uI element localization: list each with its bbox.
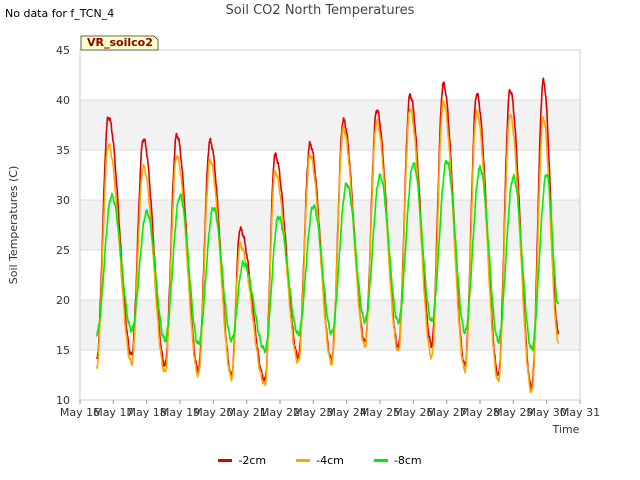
- x-tick-label: May 17: [93, 406, 133, 419]
- y-tick-label: 15: [56, 344, 70, 357]
- y-axis-ticks: 10 15 20 25 30 35 40 45: [56, 44, 70, 407]
- y-tick-label: 45: [56, 44, 70, 57]
- band-35-40: [80, 100, 580, 150]
- series-line-minus-8cm: [95, 159, 560, 354]
- x-tick-label: May 31: [560, 406, 600, 419]
- background-bands: [80, 50, 580, 400]
- band-15-20: [80, 300, 580, 350]
- x-tick-label: May 24: [327, 406, 367, 419]
- x-tick-label: May 26: [393, 406, 433, 419]
- x-tick-label: May 28: [460, 406, 500, 419]
- legend-item-4cm: -4cm: [296, 454, 344, 467]
- y-tick-label: 10: [56, 394, 70, 407]
- x-tick-label: May 22: [260, 406, 300, 419]
- legend-item-8cm: -8cm: [373, 454, 422, 467]
- band-20-25: [80, 250, 580, 300]
- series-lines: [95, 77, 560, 394]
- y-axis-title: Soil Temperatures (C): [7, 166, 20, 285]
- site-badge: VR_soilco2: [80, 35, 159, 51]
- legend-item-2cm: -2cm: [218, 454, 266, 467]
- y-tick-label: 40: [56, 94, 70, 107]
- series-line-minus-4cm: [95, 100, 560, 394]
- x-tick-label: May 30: [527, 406, 567, 419]
- y-tick-label: 35: [56, 144, 70, 157]
- legend-label-2cm: -2cm: [238, 454, 267, 467]
- x-tick-label: May 27: [427, 406, 467, 419]
- plot-frame: [79, 49, 581, 401]
- x-tick-label: May 19: [160, 406, 200, 419]
- legend-swatch-4cm: [296, 459, 311, 462]
- chart-title: Soil CO2 North Temperatures: [225, 3, 415, 18]
- legend-label-8cm: -8cm: [393, 454, 422, 467]
- x-axis-title: Time: [552, 423, 580, 436]
- x-tick-label: May 25: [360, 406, 400, 419]
- site-badge-label: VR_soilco2: [87, 36, 153, 49]
- y-tick-label: 30: [56, 194, 70, 207]
- x-tick-label: May 29: [493, 406, 533, 419]
- y-tick-label: 25: [56, 244, 70, 257]
- x-tick-label: May 23: [293, 406, 333, 419]
- band-30-35: [80, 150, 580, 200]
- band-40-45: [80, 50, 580, 100]
- no-data-note: No data for f_TCN_4: [5, 7, 115, 20]
- legend: -2cm -4cm -8cm: [0, 454, 640, 467]
- legend-swatch-8cm: [373, 459, 388, 462]
- x-tick-label: May 18: [127, 406, 167, 419]
- legend-swatch-2cm: [218, 459, 233, 462]
- x-tick-label: May 16: [60, 406, 100, 419]
- band-25-30: [80, 200, 580, 250]
- x-tick-label: May 20: [193, 406, 233, 419]
- legend-label-4cm: -4cm: [316, 454, 344, 467]
- y-tick-label: 20: [56, 294, 70, 307]
- x-tick-label: May 21: [227, 406, 267, 419]
